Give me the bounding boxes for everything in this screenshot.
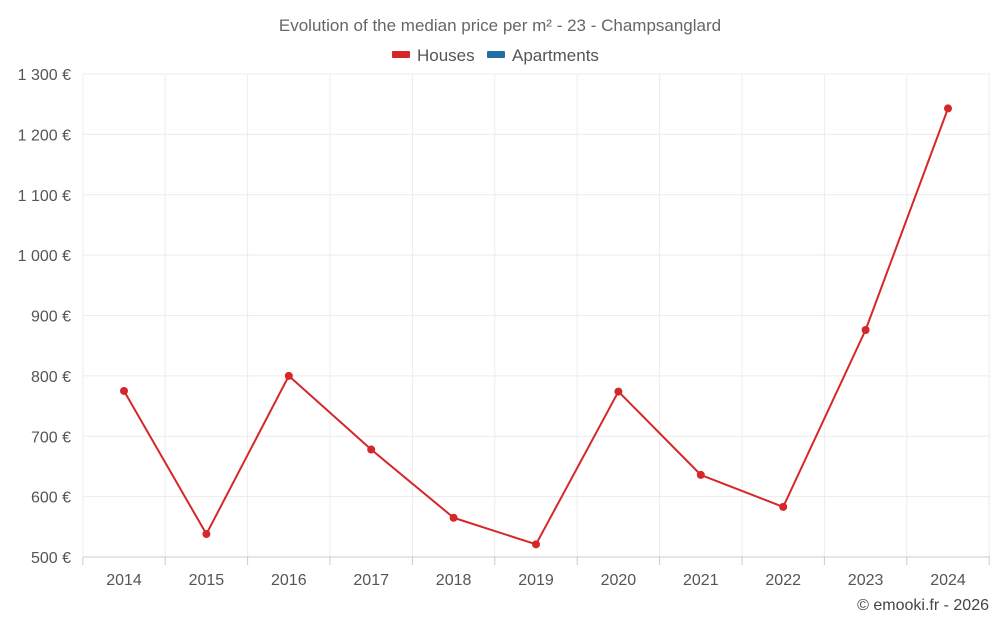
series-layer [120,104,952,549]
data-point-houses-2020[interactable] [614,387,623,396]
data-point-houses-2022[interactable] [779,502,788,511]
data-point-houses-2021[interactable] [696,470,705,479]
legend-item-apartments[interactable]: Apartments [487,46,599,65]
x-tick-label: 2023 [848,572,884,589]
x-tick-label: 2021 [683,572,719,589]
y-axis: 500 € 600 € 700 € 800 € 900 € 1 000 € 1 100 € 1… [18,67,71,567]
y-tick-label: 800 € [31,369,71,386]
x-tick-label: 2020 [601,572,637,589]
y-tick-label: 600 € [31,490,71,507]
y-tick-label: 900 € [31,309,71,326]
y-tick-label: 1 000 € [18,248,71,265]
grid [82,73,990,557]
x-tick-label: 2014 [106,572,142,589]
y-tick-label: 500 € [31,550,71,567]
data-point-houses-2018[interactable] [449,513,458,522]
data-point-houses-2023[interactable] [861,325,870,334]
legend-swatch-houses [392,51,410,58]
y-tick-label: 1 300 € [18,67,71,84]
y-tick-label: 1 200 € [18,127,71,144]
x-tick-label: 2015 [189,572,225,589]
y-tick-label: 1 100 € [18,188,71,205]
x-tick-label: 2018 [436,572,472,589]
legend-label-apartments: Apartments [512,46,599,65]
data-point-houses-2024[interactable] [944,104,952,113]
x-tick-label: 2024 [930,572,966,589]
legend: Houses Apartments [392,46,599,65]
data-point-houses-2017[interactable] [367,445,376,454]
chart-title: Evolution of the median price per m² - 2… [279,16,721,35]
x-tick-label: 2022 [765,572,801,589]
data-point-houses-2019[interactable] [532,540,540,549]
y-tick-label: 700 € [31,429,71,446]
x-tick-label: 2017 [353,572,389,589]
data-point-houses-2016[interactable] [284,371,293,380]
x-tick-label: 2019 [518,572,554,589]
data-point-houses-2015[interactable] [202,530,211,539]
data-point-houses-2014[interactable] [120,386,128,395]
credit-text: © emooki.fr - 2026 [857,597,989,614]
legend-swatch-apartments [487,51,505,58]
x-tick-label: 2016 [271,572,307,589]
legend-label-houses: Houses [417,46,475,65]
x-axis: 2014 2015 2016 2017 2018 2019 2020 2021 2022 2023… [82,556,990,589]
legend-item-houses[interactable]: Houses [392,46,475,65]
